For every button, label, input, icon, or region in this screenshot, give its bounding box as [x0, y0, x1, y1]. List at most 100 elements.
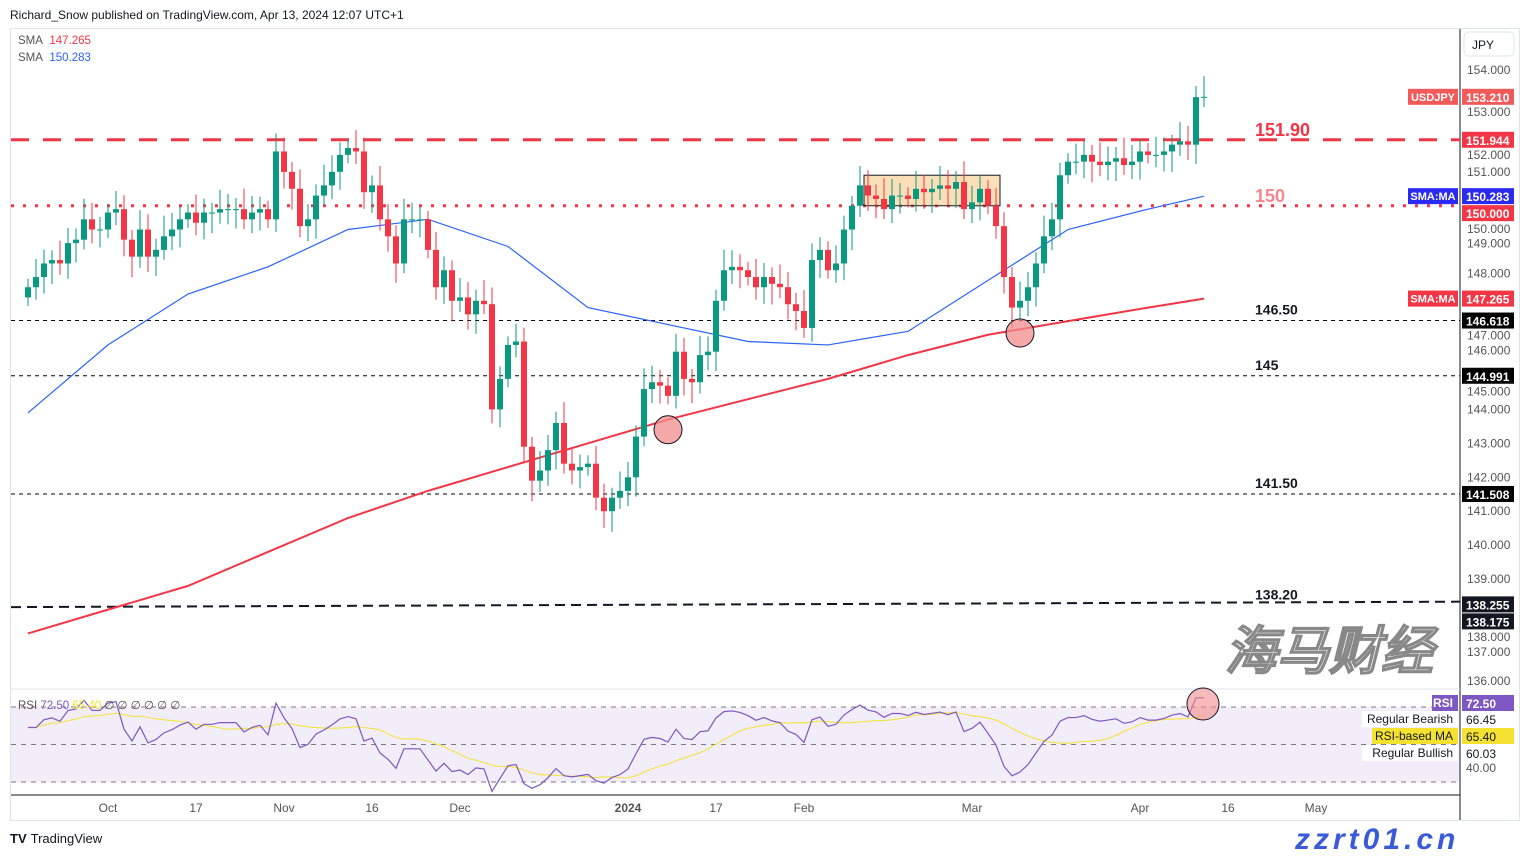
- candle: [785, 271, 791, 320]
- candle: [529, 436, 535, 502]
- price-axis-value: 150.283: [1466, 190, 1510, 204]
- candle-body: [249, 212, 255, 220]
- candle: [745, 261, 751, 286]
- level-label: 141.50: [1255, 475, 1298, 491]
- candle: [577, 454, 583, 489]
- candle-body: [905, 195, 911, 199]
- level-axis-tag: [1462, 205, 1514, 222]
- candle: [57, 240, 63, 275]
- candle-body: [1065, 161, 1071, 176]
- candle: [633, 425, 639, 497]
- candle-body: [737, 266, 743, 271]
- candle: [1193, 85, 1199, 165]
- candle-body: [361, 151, 367, 193]
- candle-body: [913, 188, 919, 199]
- candle-body: [825, 249, 831, 271]
- candle: [825, 241, 831, 279]
- candle-body: [1161, 151, 1167, 155]
- series-name-tag: [1408, 290, 1458, 307]
- candle-body: [225, 209, 231, 211]
- candle-body: [1105, 161, 1111, 166]
- x-tick-label: 16: [1221, 801, 1235, 815]
- series-name-tag: [1408, 188, 1458, 205]
- candle: [713, 289, 719, 372]
- candle-body: [209, 212, 215, 214]
- x-tick-label: 17: [709, 801, 723, 815]
- candle: [1161, 137, 1167, 172]
- candle-body: [769, 277, 775, 284]
- candle: [433, 231, 439, 300]
- candle-body: [1153, 154, 1159, 156]
- candle-body: [649, 382, 655, 390]
- candle-body: [977, 188, 983, 203]
- candle-body: [545, 450, 551, 471]
- candle: [537, 451, 543, 492]
- candle-body: [681, 351, 687, 379]
- candle: [1121, 137, 1127, 175]
- candle: [273, 133, 279, 232]
- candle: [961, 161, 967, 219]
- candle: [305, 204, 311, 242]
- candle-body: [689, 378, 695, 383]
- candle-body: [289, 171, 295, 189]
- candle-body: [1057, 175, 1063, 220]
- candle: [1177, 121, 1183, 156]
- y-tick-label: 144.000: [1467, 402, 1511, 416]
- level-axis-value: 151.944: [1466, 134, 1510, 148]
- candle: [721, 249, 727, 311]
- candle-body: [593, 463, 599, 498]
- y-tick-label: 151.000: [1467, 165, 1511, 179]
- level-axis-tag: [1462, 485, 1514, 502]
- candle-body: [993, 205, 999, 227]
- candle-body: [969, 202, 975, 210]
- candle-body: [161, 236, 167, 250]
- candle-body: [1025, 287, 1031, 301]
- candle-body: [865, 185, 871, 196]
- rsi-table-value-bg: [1462, 728, 1514, 744]
- chart-frame[interactable]: [10, 28, 1520, 821]
- x-tick-label: Oct: [99, 801, 118, 815]
- level-label: 146.50: [1255, 302, 1298, 318]
- candle-body: [833, 263, 839, 271]
- rsi-table-value-bg: [1462, 695, 1514, 711]
- legend-sma-50[interactable]: SMA 150.283: [18, 52, 91, 64]
- candle: [321, 164, 327, 206]
- price-axis-tag: [1462, 88, 1514, 105]
- candle: [569, 447, 575, 485]
- candle: [689, 369, 695, 403]
- candle-body: [1017, 300, 1023, 308]
- series-name-tag: [1408, 88, 1458, 105]
- candle: [473, 289, 479, 334]
- candle-body: [121, 209, 127, 240]
- candle: [641, 368, 647, 447]
- candle-body: [897, 195, 903, 197]
- level-axis-tag: [1462, 131, 1514, 148]
- x-tick-label: Feb: [794, 801, 815, 815]
- candle-body: [409, 219, 415, 221]
- candle-body: [273, 151, 279, 220]
- candle-body: [433, 249, 439, 288]
- candle: [889, 178, 895, 224]
- candle: [1113, 147, 1119, 181]
- candle: [985, 180, 991, 215]
- candle-body: [49, 260, 55, 264]
- candle: [1145, 142, 1151, 164]
- y-tick-label: 152.000: [1467, 148, 1511, 162]
- candle-body: [57, 260, 63, 264]
- trendline: [10, 600, 1461, 609]
- candle-body: [441, 270, 447, 288]
- level-axis-tag: [1462, 312, 1514, 329]
- legend-sma-200[interactable]: SMA 147.265: [18, 35, 91, 47]
- candle-body: [729, 266, 735, 271]
- candle-body: [369, 185, 375, 193]
- candle: [185, 204, 191, 228]
- rsi-table-value: 66.45: [1466, 713, 1496, 727]
- candle: [409, 202, 415, 234]
- price-axis-tag: [1462, 188, 1514, 205]
- candle: [169, 212, 175, 251]
- candle: [561, 402, 567, 474]
- candle: [881, 178, 887, 219]
- y-tick-label: 140.000: [1467, 538, 1511, 552]
- tradingview-logo[interactable]: TV TradingView: [10, 831, 103, 846]
